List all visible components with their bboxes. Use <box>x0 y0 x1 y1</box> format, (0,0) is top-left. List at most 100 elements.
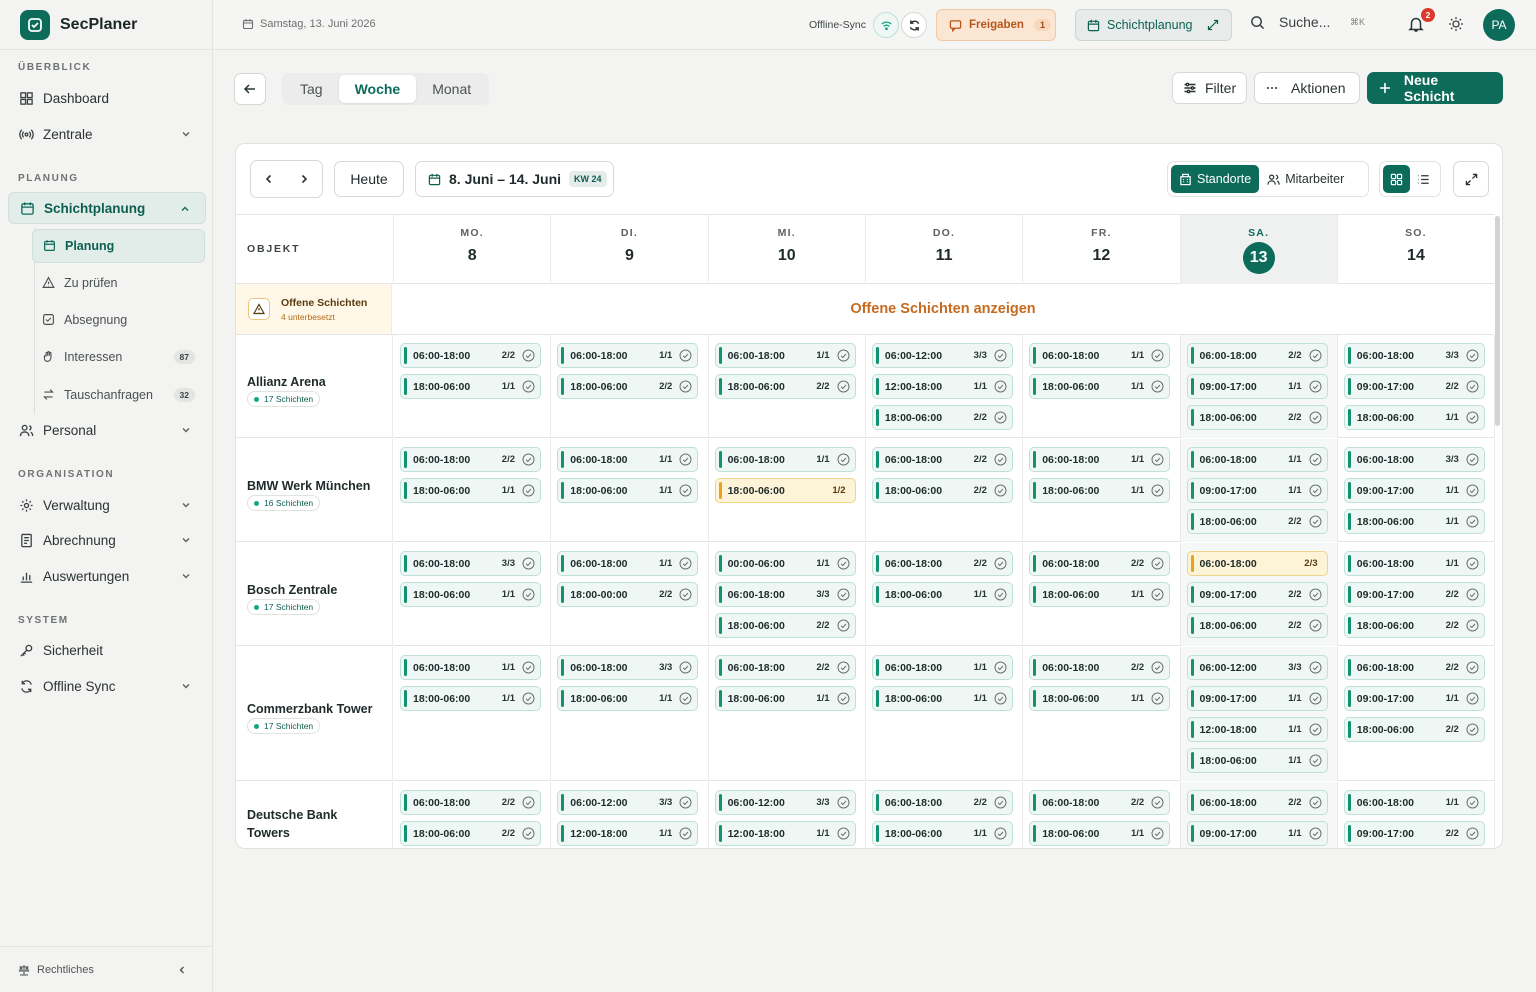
shift-card[interactable]: 06:00-18:00 3/3 <box>557 655 699 680</box>
shift-card[interactable]: 06:00-18:00 2/2 <box>400 447 541 472</box>
tab-tag[interactable]: Tag <box>300 81 323 97</box>
shift-card[interactable]: 09:00-17:00 1/1 <box>1343 686 1485 711</box>
shift-card[interactable]: 06:00-18:00 2/2 <box>400 790 541 815</box>
shift-card[interactable]: 06:00-18:00 1/1 <box>714 343 856 368</box>
shift-card[interactable]: 06:00-18:00 3/3 <box>1343 447 1485 472</box>
sidebar-item-schichtplanung[interactable]: Schichtplanung <box>8 192 206 224</box>
object-name[interactable]: Allianz Arena <box>247 375 326 389</box>
shift-card[interactable]: 06:00-12:00 3/3 <box>871 343 1013 368</box>
shift-card[interactable]: 18:00-06:00 2/2 <box>1186 509 1328 534</box>
freigaben-button[interactable]: Freigaben 1 <box>936 9 1056 41</box>
shift-card[interactable]: 09:00-17:00 1/1 <box>1186 478 1328 503</box>
shift-card[interactable]: 12:00-18:00 1/1 <box>714 821 856 846</box>
day-header-11[interactable]: DO. 11 <box>864 215 1022 284</box>
grid-view-button[interactable] <box>1383 165 1410 193</box>
sidebar-item-abrechnung[interactable]: Abrechnung <box>8 524 206 556</box>
actions-button[interactable]: Aktionen <box>1254 72 1360 104</box>
shift-card[interactable]: 18:00-06:00 1/1 <box>557 478 699 503</box>
new-shift-button[interactable]: Neue Schicht <box>1367 72 1503 104</box>
day-header-9[interactable]: DI. 9 <box>550 215 707 284</box>
back-button[interactable] <box>234 73 266 105</box>
shift-card[interactable]: 06:00-18:00 1/1 <box>557 551 699 576</box>
sidebar-item-offline-sync[interactable]: Offline Sync <box>8 670 206 702</box>
sun-icon[interactable] <box>1448 16 1464 32</box>
next-week-button[interactable] <box>287 161 323 197</box>
view-mitarbeiter-button[interactable]: Mitarbeiter <box>1259 165 1352 193</box>
shift-card[interactable]: 12:00-18:00 1/1 <box>1186 717 1328 742</box>
shift-card[interactable]: 18:00-06:00 1/2 <box>714 478 856 503</box>
shift-card[interactable]: 09:00-17:00 2/2 <box>1343 582 1485 607</box>
view-standorte-button[interactable]: Standorte <box>1171 165 1260 193</box>
shift-card[interactable]: 06:00-18:00 2/2 <box>1029 551 1171 576</box>
shift-card[interactable]: 18:00-06:00 1/1 <box>1029 821 1171 846</box>
shift-card[interactable]: 06:00-18:00 1/1 <box>557 343 699 368</box>
shift-card[interactable]: 12:00-18:00 1/1 <box>557 821 699 846</box>
shift-card[interactable]: 18:00-06:00 2/2 <box>871 478 1013 503</box>
shift-card[interactable]: 06:00-18:00 1/1 <box>871 655 1013 680</box>
object-name[interactable]: Deutsche Bank Towers <box>247 808 338 840</box>
bell-icon[interactable] <box>1407 15 1425 33</box>
show-open-shifts-link[interactable]: Offene Schichten anzeigen <box>850 301 1036 317</box>
shift-card[interactable]: 18:00-06:00 1/1 <box>1343 509 1485 534</box>
shift-card[interactable]: 06:00-18:00 2/2 <box>400 343 541 368</box>
shift-card[interactable]: 18:00-06:00 1/1 <box>871 582 1013 607</box>
shift-card[interactable]: 06:00-18:00 2/2 <box>714 655 856 680</box>
object-name[interactable]: Bosch Zentrale <box>247 583 338 597</box>
shift-card[interactable]: 06:00-18:00 2/2 <box>1343 655 1485 680</box>
sidebar-item-planung[interactable]: Planung <box>32 229 205 263</box>
search-field[interactable]: Suche... ⌘K <box>1250 14 1370 30</box>
shift-card[interactable]: 06:00-18:00 1/1 <box>1343 551 1485 576</box>
list-view-button[interactable] <box>1410 165 1437 193</box>
sidebar-item-interessen[interactable]: Interessen 87 <box>32 340 205 374</box>
shift-card[interactable]: 06:00-18:00 1/1 <box>557 447 699 472</box>
date-range-picker[interactable]: 8. Juni – 14. Juni KW 24 <box>415 161 614 197</box>
shift-card[interactable]: 18:00-06:00 2/2 <box>1343 613 1485 638</box>
shift-card[interactable]: 06:00-12:00 3/3 <box>557 790 699 815</box>
shift-card[interactable]: 18:00-06:00 1/1 <box>400 582 541 607</box>
sidebar-item-auswertungen[interactable]: Auswertungen <box>8 560 206 592</box>
shift-card[interactable]: 18:00-06:00 1/1 <box>871 821 1013 846</box>
shift-card[interactable]: 18:00-06:00 1/1 <box>871 686 1013 711</box>
shift-card[interactable]: 06:00-18:00 1/1 <box>1186 447 1328 472</box>
schichtplanung-button[interactable]: Schichtplanung <box>1075 9 1232 41</box>
shift-card[interactable]: 12:00-18:00 1/1 <box>871 374 1013 399</box>
shift-card[interactable]: 09:00-17:00 1/1 <box>1186 374 1328 399</box>
shift-card[interactable]: 06:00-18:00 3/3 <box>714 582 856 607</box>
tab-woche[interactable]: Woche <box>338 75 417 103</box>
shift-card[interactable]: 18:00-06:00 2/2 <box>1343 717 1485 742</box>
shift-card[interactable]: 09:00-17:00 2/2 <box>1186 582 1328 607</box>
shift-card[interactable]: 18:00-06:00 1/1 <box>1029 478 1171 503</box>
day-header-14[interactable]: SO. 14 <box>1336 215 1494 284</box>
shift-card[interactable]: 09:00-17:00 2/2 <box>1343 821 1485 846</box>
refresh-button[interactable] <box>901 12 927 38</box>
shift-card[interactable]: 06:00-18:00 1/1 <box>1029 447 1171 472</box>
shift-card[interactable]: 06:00-18:00 2/2 <box>871 447 1013 472</box>
shift-card[interactable]: 06:00-18:00 3/3 <box>400 551 541 576</box>
shift-card[interactable]: 06:00-18:00 3/3 <box>1343 343 1485 368</box>
shift-card[interactable]: 09:00-17:00 2/2 <box>1343 374 1485 399</box>
shift-card[interactable]: 09:00-17:00 1/1 <box>1186 821 1328 846</box>
shift-card[interactable]: 18:00-06:00 1/1 <box>714 686 856 711</box>
sidebar-item-zu-pruefen[interactable]: Zu prüfen <box>32 266 205 300</box>
shift-card[interactable]: 18:00-06:00 1/1 <box>1186 748 1328 773</box>
prev-week-button[interactable] <box>251 161 287 197</box>
shift-card[interactable]: 18:00-06:00 2/2 <box>714 613 856 638</box>
shift-card[interactable]: 06:00-18:00 2/2 <box>1186 343 1328 368</box>
shift-card[interactable]: 06:00-18:00 2/2 <box>1186 790 1328 815</box>
shift-card[interactable]: 18:00-06:00 2/2 <box>1186 405 1328 430</box>
sidebar-item-dashboard[interactable]: Dashboard <box>8 82 206 114</box>
shift-card[interactable]: 06:00-12:00 3/3 <box>714 790 856 815</box>
shift-card[interactable]: 06:00-12:00 3/3 <box>1186 655 1328 680</box>
shift-card[interactable]: 18:00-06:00 2/2 <box>871 405 1013 430</box>
today-button[interactable]: Heute <box>334 161 404 197</box>
shift-card[interactable]: 18:00-06:00 2/2 <box>557 374 699 399</box>
shift-card[interactable]: 18:00-06:00 1/1 <box>1029 686 1171 711</box>
day-header-10[interactable]: MI. 10 <box>707 215 865 284</box>
shift-card[interactable]: 18:00-06:00 1/1 <box>400 374 541 399</box>
shift-card[interactable]: 06:00-18:00 2/2 <box>1029 655 1171 680</box>
shift-card[interactable]: 09:00-17:00 1/1 <box>1343 478 1485 503</box>
shift-card[interactable]: 06:00-18:00 2/3 <box>1186 551 1328 576</box>
shift-card[interactable]: 06:00-18:00 1/1 <box>1029 343 1171 368</box>
shift-card[interactable]: 18:00-00:00 2/2 <box>557 582 699 607</box>
avatar[interactable]: PA <box>1483 9 1515 41</box>
